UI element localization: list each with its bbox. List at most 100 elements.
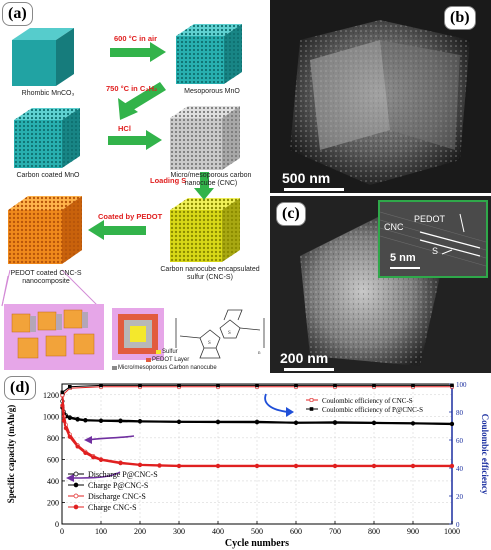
single-particle xyxy=(112,308,164,360)
step-label-5: Coated by PEDOT xyxy=(98,212,163,221)
legend-right-label-1: Coulombic efficiency of P@CNC-S xyxy=(322,406,423,414)
legend-carbon-label: Micro/mesoporous Carbon nanocube xyxy=(118,365,217,371)
series-3-point-8 xyxy=(118,461,123,466)
x-tick-label-100: 100 xyxy=(95,527,107,536)
series-1-point-4 xyxy=(75,417,80,422)
series-3-point-7 xyxy=(98,457,104,463)
x-tick-label-0: 0 xyxy=(60,527,64,536)
arrow-step-1 xyxy=(110,42,166,62)
cube-cnc xyxy=(170,106,240,170)
step-label-4: Loading S xyxy=(150,176,187,185)
series-5-point-0 xyxy=(60,390,65,395)
x-tick-label-800: 800 xyxy=(368,527,380,536)
inset-label-cnc: CNC xyxy=(384,222,404,232)
legend-right-marker-0 xyxy=(309,398,314,402)
series-5-point-1 xyxy=(68,385,72,389)
y-tick-label-600: 600 xyxy=(47,455,59,464)
arrow-step-5 xyxy=(88,220,146,240)
scale-text-b: 500 nm xyxy=(282,170,331,186)
panel-d-label: (d) xyxy=(4,376,36,400)
series-3-point-0 xyxy=(60,403,65,408)
y2-tick-label-80: 80 xyxy=(456,409,464,417)
legend-left-label-3: Charge CNC-S xyxy=(88,503,137,512)
series-line-4 xyxy=(62,386,452,396)
cube-label-pedot-cnc-s: PEDOT coated CNC-S nanocomposite xyxy=(10,270,82,285)
x-tick-label-900: 900 xyxy=(407,527,419,536)
series-3-point-12 xyxy=(215,463,221,469)
series-3-point-16 xyxy=(371,463,377,469)
annot-arrow-purple-2 xyxy=(71,471,121,479)
step-label-2: 750 °C in C₂H₂ xyxy=(106,84,158,93)
legend-pedot-label: PEDOT Layer xyxy=(152,357,190,363)
legend-sulfur-label: Sulfur xyxy=(162,349,178,355)
y-tick-label-1000: 1000 xyxy=(43,412,59,421)
inset-scale-text: 5 nm xyxy=(390,252,416,264)
panel-b-label: (b) xyxy=(444,6,476,30)
series-1-point-9 xyxy=(176,419,182,425)
legend-pedot-swatch xyxy=(146,358,151,362)
x-tick-label-400: 400 xyxy=(212,527,224,536)
series-3-point-5 xyxy=(83,450,88,456)
legend-left-marker-2 xyxy=(73,493,79,499)
y-tick-label-0: 0 xyxy=(55,520,59,529)
step-label-3: HCl xyxy=(118,124,131,133)
series-5-point-5 xyxy=(216,383,220,388)
legend-right-marker-1 xyxy=(309,407,314,411)
series-3-point-14 xyxy=(293,463,299,469)
x-tick-label-600: 600 xyxy=(290,527,302,536)
y2-tick-label-40: 40 xyxy=(456,465,464,473)
arrow-step-4 xyxy=(194,172,214,200)
series-3-point-4 xyxy=(75,444,80,449)
nanocomposite-array xyxy=(4,304,104,370)
series-1-point-12 xyxy=(293,420,299,425)
series-5-point-10 xyxy=(411,383,415,388)
series-5-point-8 xyxy=(333,383,337,388)
series-3-point-9 xyxy=(137,462,143,468)
series-3-point-11 xyxy=(176,463,182,469)
svg-text:S: S xyxy=(228,331,231,336)
arrow-step-3 xyxy=(108,130,162,150)
y-tick-label-1200: 1200 xyxy=(43,391,59,400)
legend-left-marker-0 xyxy=(73,471,79,477)
series-5-point-2 xyxy=(99,383,103,388)
scale-bar-c xyxy=(284,368,334,371)
y2-tick-label-0: 0 xyxy=(456,521,460,529)
cube-carbon-coated-mno xyxy=(14,108,80,168)
panel-c-label: (c) xyxy=(276,202,306,226)
series-5-point-11 xyxy=(450,383,454,388)
series-5-point-7 xyxy=(294,383,298,388)
y2-axis-label: Coulombic efficiency xyxy=(480,414,490,495)
y-tick-label-400: 400 xyxy=(47,477,59,486)
panel-d: 0 100 200 300 400 500 600 700 800 900 1000 0 200 400 6… xyxy=(0,374,491,550)
y2-tick-label-100: 100 xyxy=(456,381,467,389)
cube-mesoporous-mno xyxy=(176,24,242,84)
series-1-point-8 xyxy=(137,419,143,424)
sem-image-b: (b) 500 nm xyxy=(270,0,491,193)
pedot-structure: S S n xyxy=(175,309,265,359)
legend-carbon-swatch xyxy=(112,366,117,370)
series-1-point-15 xyxy=(410,421,416,426)
series-1-point-16 xyxy=(449,421,455,427)
cube-label-cnc-s: Carbon nanocube encapsulated sulfur (CNC… xyxy=(160,266,260,281)
x-axis-label: Cycle numbers xyxy=(225,538,289,549)
annot-arrowhead-blue xyxy=(286,407,294,417)
x-tick-label-700: 700 xyxy=(329,527,341,536)
series-3-point-3 xyxy=(67,434,72,439)
panel-a: (a) xyxy=(0,0,268,372)
y-tick-label-800: 800 xyxy=(47,434,59,443)
series-3-point-2 xyxy=(63,426,68,431)
x-tick-label-500: 500 xyxy=(251,527,263,536)
cube-cnc-s xyxy=(170,198,240,262)
cube-label-carbon-coated-mno: Carbon coated MnO xyxy=(16,172,80,179)
series-1-point-7 xyxy=(118,419,123,424)
legend-left-label-0: Discharge P@CNC-S xyxy=(88,470,158,479)
series-1-point-5 xyxy=(83,418,88,423)
step-label-1: 600 °C in air xyxy=(114,34,158,43)
cycling-chart: 0 100 200 300 400 500 600 700 800 900 100002004006… xyxy=(6,381,490,549)
series-3-point-6 xyxy=(91,455,96,460)
series-1-point-14 xyxy=(371,420,377,426)
inset-label-s: S xyxy=(432,246,439,256)
series-3-point-13 xyxy=(254,463,260,469)
legend-left-marker-1 xyxy=(73,482,79,488)
cube-label-mesoporous-mno: Mesoporous MnO xyxy=(184,88,240,95)
